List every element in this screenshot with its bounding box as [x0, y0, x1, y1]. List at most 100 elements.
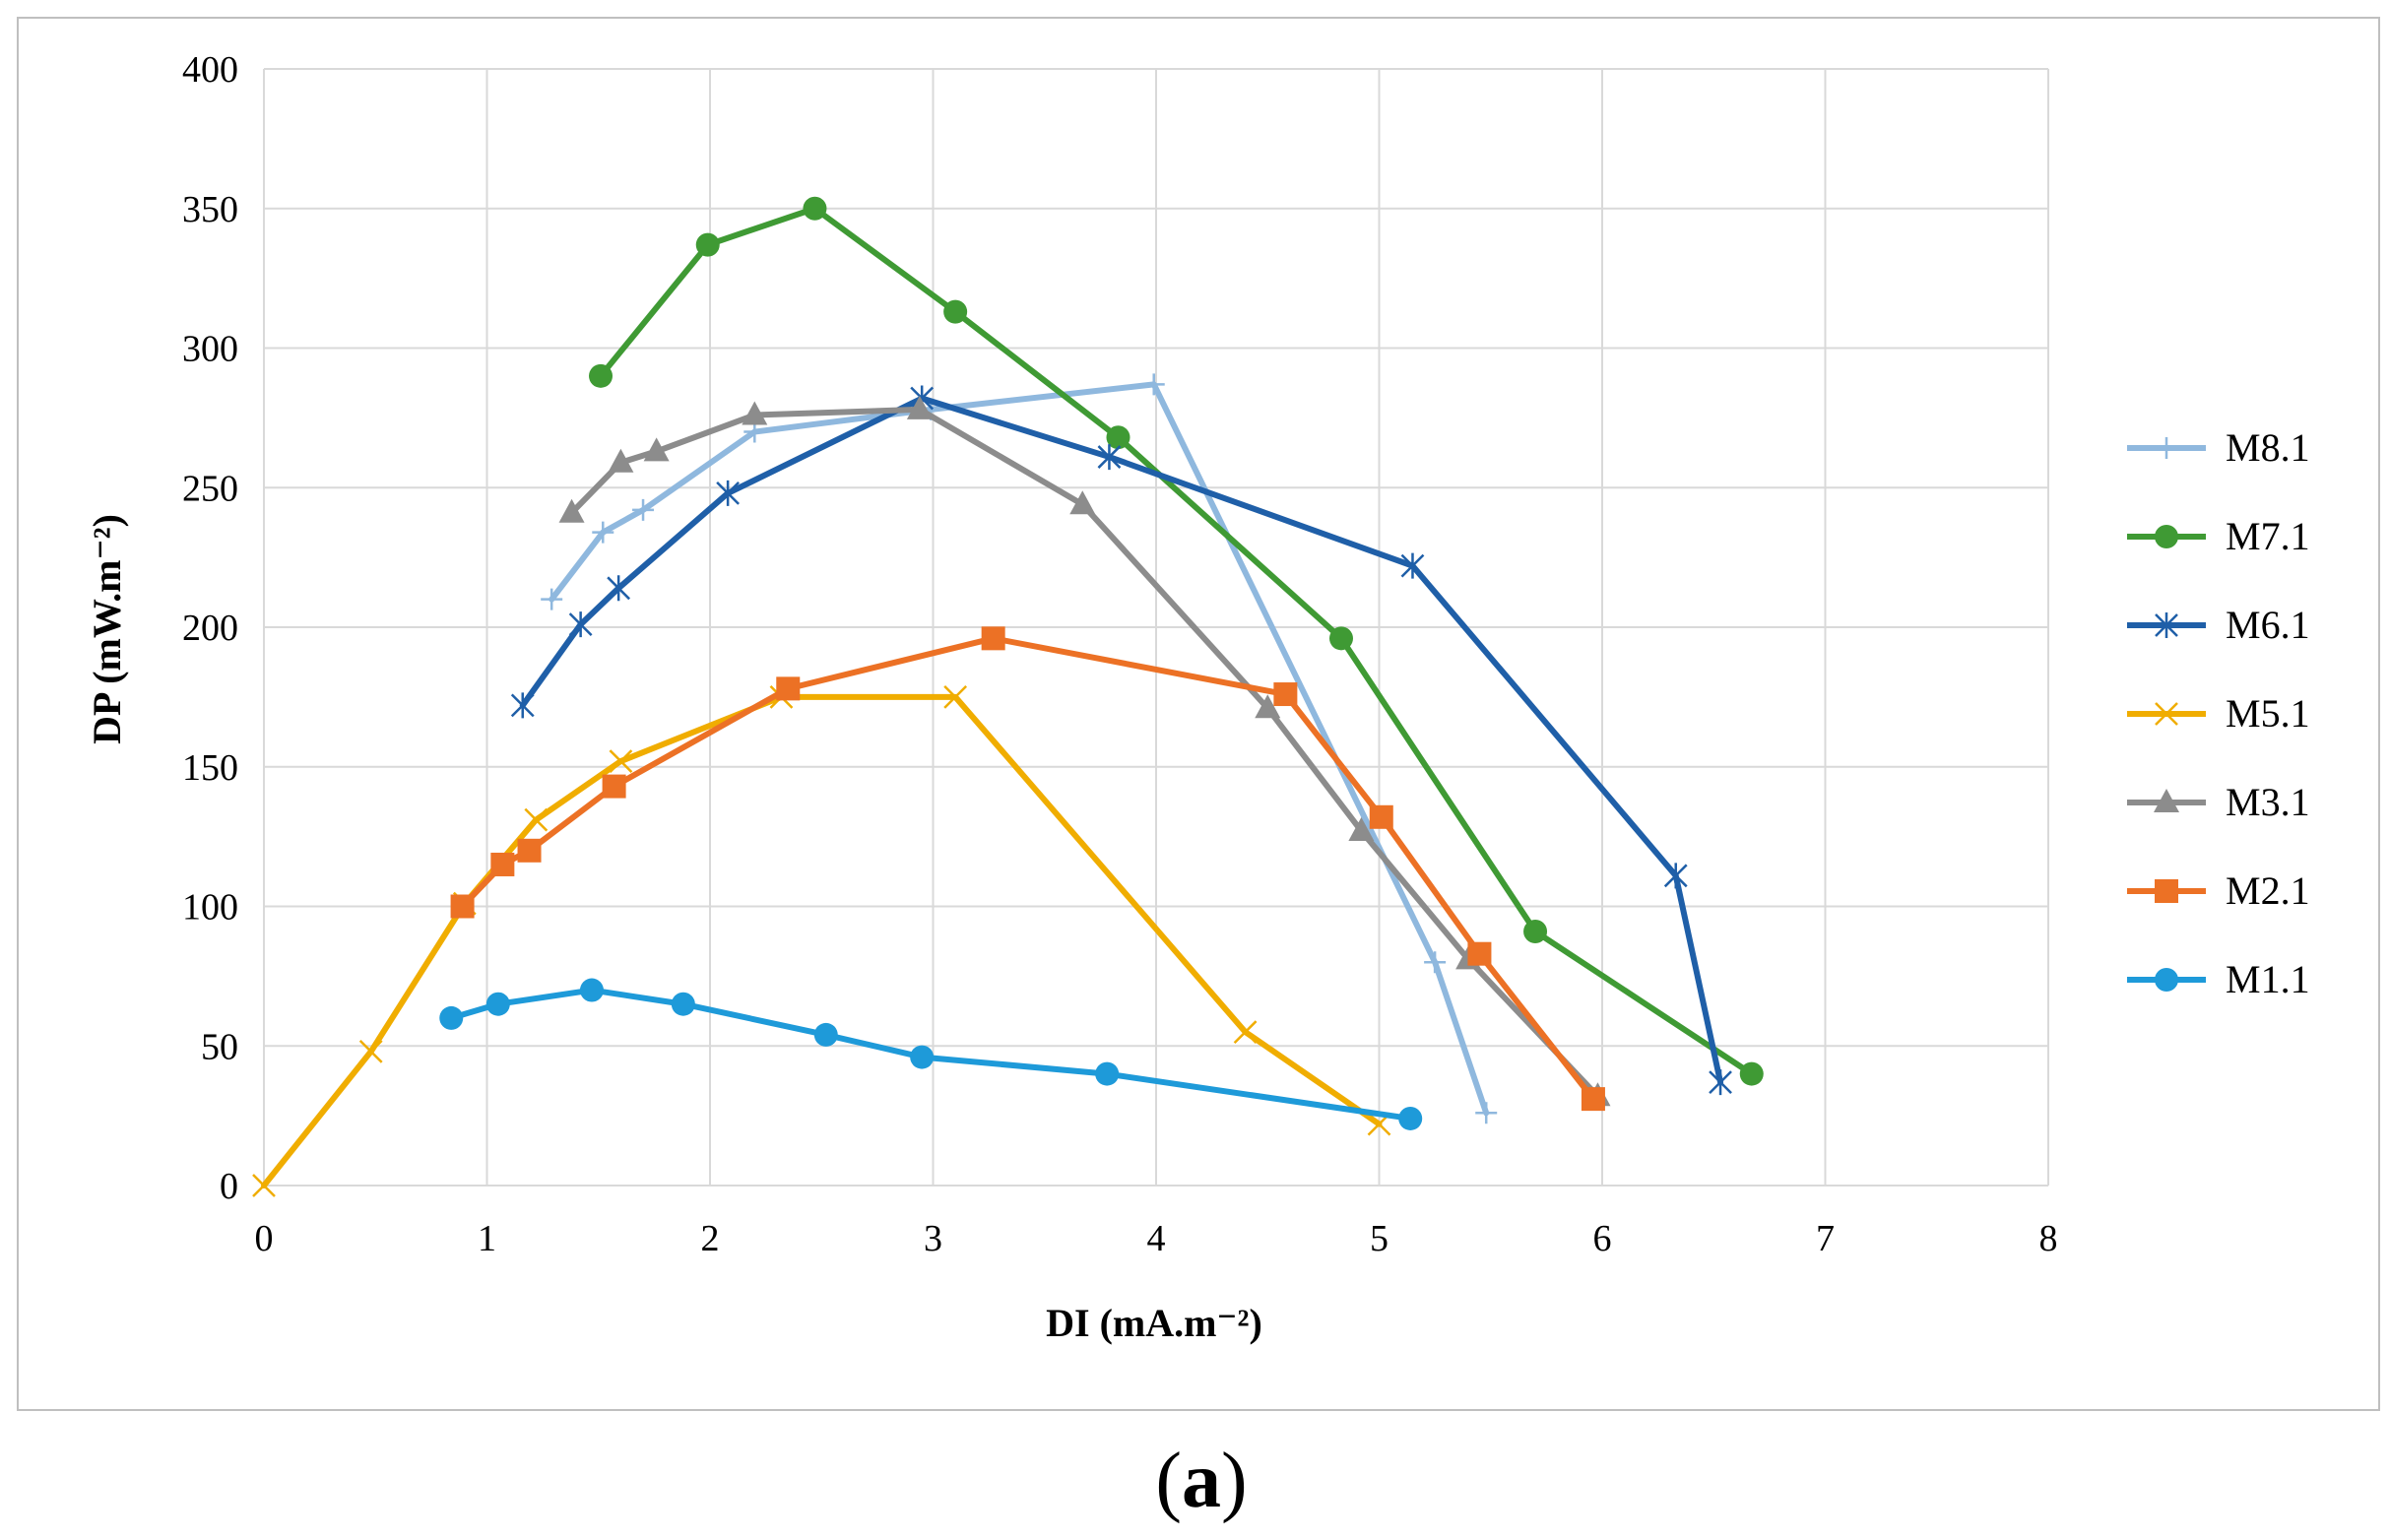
- data-point: [910, 1045, 935, 1069]
- data-point: [943, 299, 968, 324]
- data-point: [1069, 490, 1096, 515]
- data-point: [716, 480, 741, 506]
- data-point: [1142, 373, 1165, 396]
- data-point: [813, 1022, 838, 1047]
- series-layer: [252, 196, 1764, 1197]
- data-point: [568, 611, 593, 638]
- x-tick-label: 2: [701, 1218, 720, 1259]
- legend-marker: [2154, 789, 2179, 812]
- legend-marker: [2155, 702, 2178, 726]
- data-point: [1233, 1020, 1258, 1044]
- data-point: [1255, 694, 1281, 719]
- legend-marker: [2155, 879, 2178, 903]
- data-point: [1400, 552, 1425, 579]
- data-point: [490, 852, 515, 876]
- data-point: [742, 401, 768, 425]
- legend-entry: M3.1: [2127, 780, 2310, 824]
- legend-label: M3.1: [2226, 780, 2310, 824]
- legend-entry: M8.1: [2127, 425, 2310, 470]
- legend-label: M1.1: [2226, 957, 2310, 1001]
- x-tick-label: 7: [1816, 1218, 1835, 1259]
- data-point: [981, 626, 1005, 651]
- y-axis-title: DP (mW.m⁻²): [85, 514, 129, 744]
- y-tick-label: 50: [201, 1026, 238, 1067]
- legend-entry: M6.1: [2127, 603, 2310, 647]
- data-point: [1709, 1069, 1732, 1096]
- legend-label: M7.1: [2226, 514, 2310, 558]
- data-point: [439, 1005, 464, 1030]
- series-M2-1: [450, 626, 1605, 1112]
- data-point: [1398, 1106, 1423, 1130]
- legend-entry: M2.1: [2127, 868, 2310, 913]
- series-line: [568, 406, 1601, 1100]
- x-tick-label: 8: [2039, 1218, 2058, 1259]
- x-tick-label: 1: [478, 1218, 496, 1259]
- data-point: [1369, 804, 1393, 829]
- data-point: [558, 498, 585, 523]
- data-point: [358, 1040, 383, 1063]
- y-tick-label: 150: [182, 747, 238, 789]
- data-point: [1475, 1102, 1498, 1124]
- legend-marker: [2155, 612, 2178, 638]
- data-point: [589, 363, 614, 388]
- data-point: [1348, 816, 1375, 841]
- caption-paren: ): [1221, 1438, 1248, 1524]
- x-tick-label: 0: [255, 1218, 274, 1259]
- y-axis-ticks: 0 50 100 150 200 250 300 350 400: [182, 49, 238, 1207]
- y-tick-label: 350: [182, 189, 238, 230]
- series-M6-1: [510, 385, 1732, 1096]
- data-point: [579, 978, 604, 1002]
- data-point: [1095, 1061, 1120, 1086]
- y-tick-label: 100: [182, 887, 238, 929]
- data-point: [1523, 920, 1548, 944]
- x-tick-label: 6: [1593, 1218, 1612, 1259]
- series-line: [598, 205, 1755, 1077]
- legend-entry: M7.1: [2127, 514, 2310, 558]
- legend-label: M6.1: [2226, 603, 2310, 647]
- legend-marker: [2155, 525, 2178, 548]
- data-point: [671, 992, 695, 1016]
- legend-label: M8.1: [2226, 425, 2310, 470]
- data-point: [510, 692, 535, 719]
- y-tick-label: 0: [220, 1166, 238, 1207]
- data-point: [1663, 863, 1688, 889]
- y-tick-label: 200: [182, 608, 238, 649]
- data-point: [524, 807, 549, 832]
- chart-area-border: [17, 17, 2380, 1411]
- data-point: [695, 232, 720, 257]
- x-axis-title: DI (mA.m⁻²): [1046, 1301, 1262, 1345]
- x-tick-label: 3: [924, 1218, 942, 1259]
- data-point: [906, 395, 933, 419]
- legend-marker: [2156, 437, 2177, 459]
- y-tick-label: 400: [182, 49, 238, 91]
- series-M1-1: [439, 978, 1423, 1130]
- data-point: [602, 774, 626, 799]
- data-point: [943, 684, 968, 709]
- series-M7-1: [589, 196, 1764, 1086]
- data-point: [592, 521, 614, 544]
- legend-label: M2.1: [2226, 868, 2310, 913]
- data-point: [608, 448, 634, 473]
- caption-letter: a: [1182, 1438, 1221, 1524]
- data-point: [632, 498, 655, 521]
- data-point: [607, 575, 631, 602]
- legend-entry: M5.1: [2127, 691, 2310, 736]
- x-tick-label: 5: [1370, 1218, 1389, 1259]
- data-point: [517, 838, 542, 863]
- x-axis-ticks: 0 1 2 3 4 5 6 7 8: [255, 1218, 2058, 1259]
- data-point: [1328, 626, 1353, 651]
- y-tick-label: 250: [182, 468, 238, 509]
- series-line: [448, 987, 1414, 1122]
- data-point: [252, 1174, 276, 1197]
- data-point: [1467, 941, 1492, 966]
- data-point: [1424, 951, 1447, 974]
- data-point: [541, 588, 563, 610]
- figure-caption: (a): [1155, 1438, 1247, 1524]
- data-point: [803, 196, 827, 221]
- data-point: [609, 749, 633, 773]
- data-point: [776, 676, 801, 701]
- data-point: [1581, 1087, 1605, 1112]
- legend-marker: [2155, 968, 2178, 992]
- series-line: [459, 635, 1596, 1103]
